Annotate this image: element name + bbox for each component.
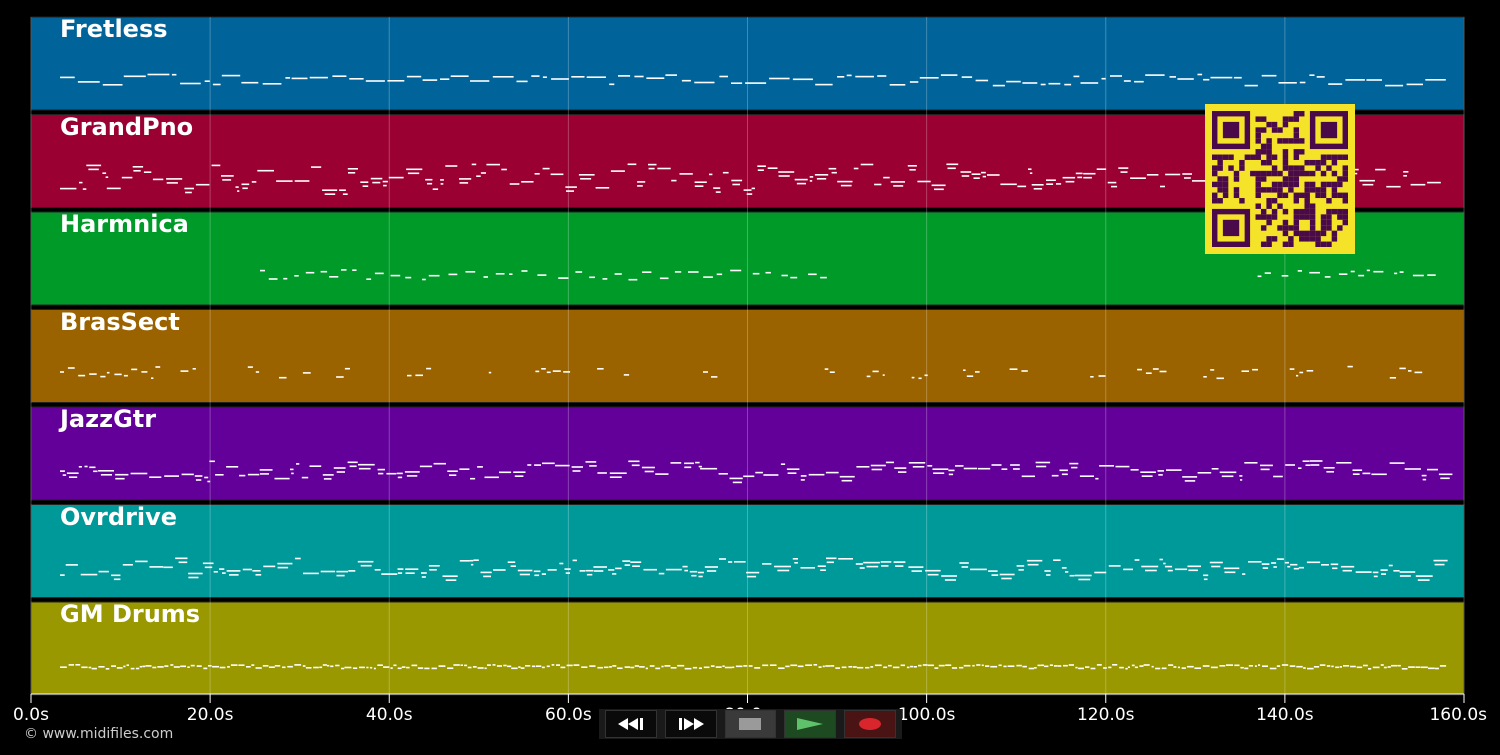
tick-label: 40.0s xyxy=(365,705,413,725)
fast-forward-button[interactable] xyxy=(664,710,717,738)
tick-label: 160.0s xyxy=(1429,705,1488,725)
track-name: GrandPno xyxy=(60,112,194,141)
track-lane-3[interactable] xyxy=(30,309,1465,403)
play-icon xyxy=(797,718,824,730)
rewind-icon xyxy=(617,718,643,730)
tick-label: 20.0s xyxy=(186,705,234,725)
stop-button[interactable] xyxy=(724,710,777,738)
track-name: GM Drums xyxy=(60,600,201,628)
note-pattern-3 xyxy=(60,365,1423,380)
tick-label: 0.0s xyxy=(13,705,49,725)
play-button[interactable] xyxy=(784,710,837,738)
track-name: Harmnica xyxy=(60,210,189,238)
note-pattern-5 xyxy=(60,557,1448,581)
track-name: Fretless xyxy=(60,15,168,43)
track-name: JazzGtr xyxy=(60,405,157,433)
track-name: Ovrdrive xyxy=(60,502,178,531)
record-icon xyxy=(859,718,882,730)
stop-icon xyxy=(739,718,762,730)
rewind-button[interactable] xyxy=(605,710,657,738)
track-lane-0[interactable] xyxy=(30,16,1465,111)
note-pattern-0 xyxy=(60,73,1446,87)
tick-label: 120.0s xyxy=(1076,705,1135,725)
tick-label: 140.0s xyxy=(1256,705,1314,725)
record-button[interactable] xyxy=(844,710,896,738)
transport-bar xyxy=(599,709,902,739)
note-pattern-6 xyxy=(60,664,1447,670)
note-pattern-2 xyxy=(260,269,1436,281)
copyright-text: © www.midifiles.com xyxy=(24,726,174,742)
tick-label: 60.0s xyxy=(545,705,592,725)
track-name: BrasSect xyxy=(60,307,180,336)
track-lane-6[interactable] xyxy=(30,601,1465,696)
track-lane-5[interactable] xyxy=(30,504,1465,598)
tick-label: 100.0s xyxy=(897,705,956,725)
qr-code xyxy=(1205,104,1355,254)
note-pattern-4 xyxy=(60,460,1453,484)
track-lane-4[interactable] xyxy=(30,406,1465,501)
fast-forward-icon xyxy=(678,718,704,730)
